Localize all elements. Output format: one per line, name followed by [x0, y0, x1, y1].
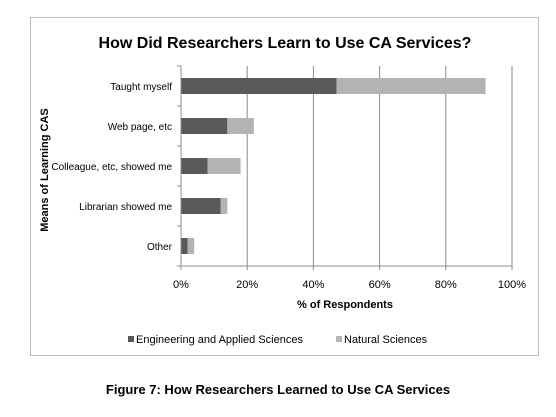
category-label: Taught myself: [110, 82, 172, 93]
category-label: Colleague, etc, showed me: [51, 162, 172, 173]
chart-frame: How Did Researchers Learn to Use CA Serv…: [30, 17, 539, 356]
legend-label: Natural Sciences: [344, 334, 428, 346]
x-tick-label: 20%: [236, 279, 258, 291]
y-axis-label: Means of Learning CAS: [39, 108, 51, 231]
bar-engineering-3: [181, 198, 221, 214]
figure-caption: Figure 7: How Researchers Learned to Use…: [105, 382, 451, 397]
bar-engineering-2: [181, 158, 208, 174]
legend-swatch: [336, 336, 342, 342]
bar-engineering-4: [181, 238, 188, 254]
bar-engineering-0: [181, 78, 337, 94]
x-tick-label: 40%: [302, 279, 324, 291]
x-tick-label: 0%: [173, 279, 189, 291]
category-label: Web page, etc: [108, 122, 172, 133]
grid-lines: [246, 66, 513, 266]
x-tick-label: 80%: [435, 279, 457, 291]
bar-natural-0: [336, 78, 486, 94]
legend-label: Engineering and Applied Sciences: [136, 334, 303, 346]
bar-natural-2: [207, 158, 241, 174]
chart-svg: How Did Researchers Learn to Use CA Serv…: [39, 35, 526, 346]
bar-natural-4: [187, 238, 195, 254]
x-tick-label: 60%: [369, 279, 391, 291]
bar-engineering-1: [181, 118, 228, 134]
bar-natural-1: [227, 118, 254, 134]
bars: [181, 78, 486, 254]
legend-swatch: [128, 336, 134, 342]
legend: Engineering and Applied Sciences Natural …: [128, 334, 428, 346]
x-tick-labels: 0% 20% 40% 60% 80% 100%: [173, 266, 526, 291]
axes: [177, 66, 512, 267]
category-label: Librarian showed me: [79, 202, 172, 213]
category-label: Other: [147, 242, 173, 253]
category-labels: Taught myself Web page, etc Colleague, etc…: [51, 65, 181, 253]
chart-title: How Did Researchers Learn to Use CA Serv…: [99, 35, 472, 52]
x-tick-label: 100%: [498, 279, 526, 291]
bar-natural-3: [220, 198, 228, 214]
x-axis-label: % of Respondents: [297, 299, 393, 311]
